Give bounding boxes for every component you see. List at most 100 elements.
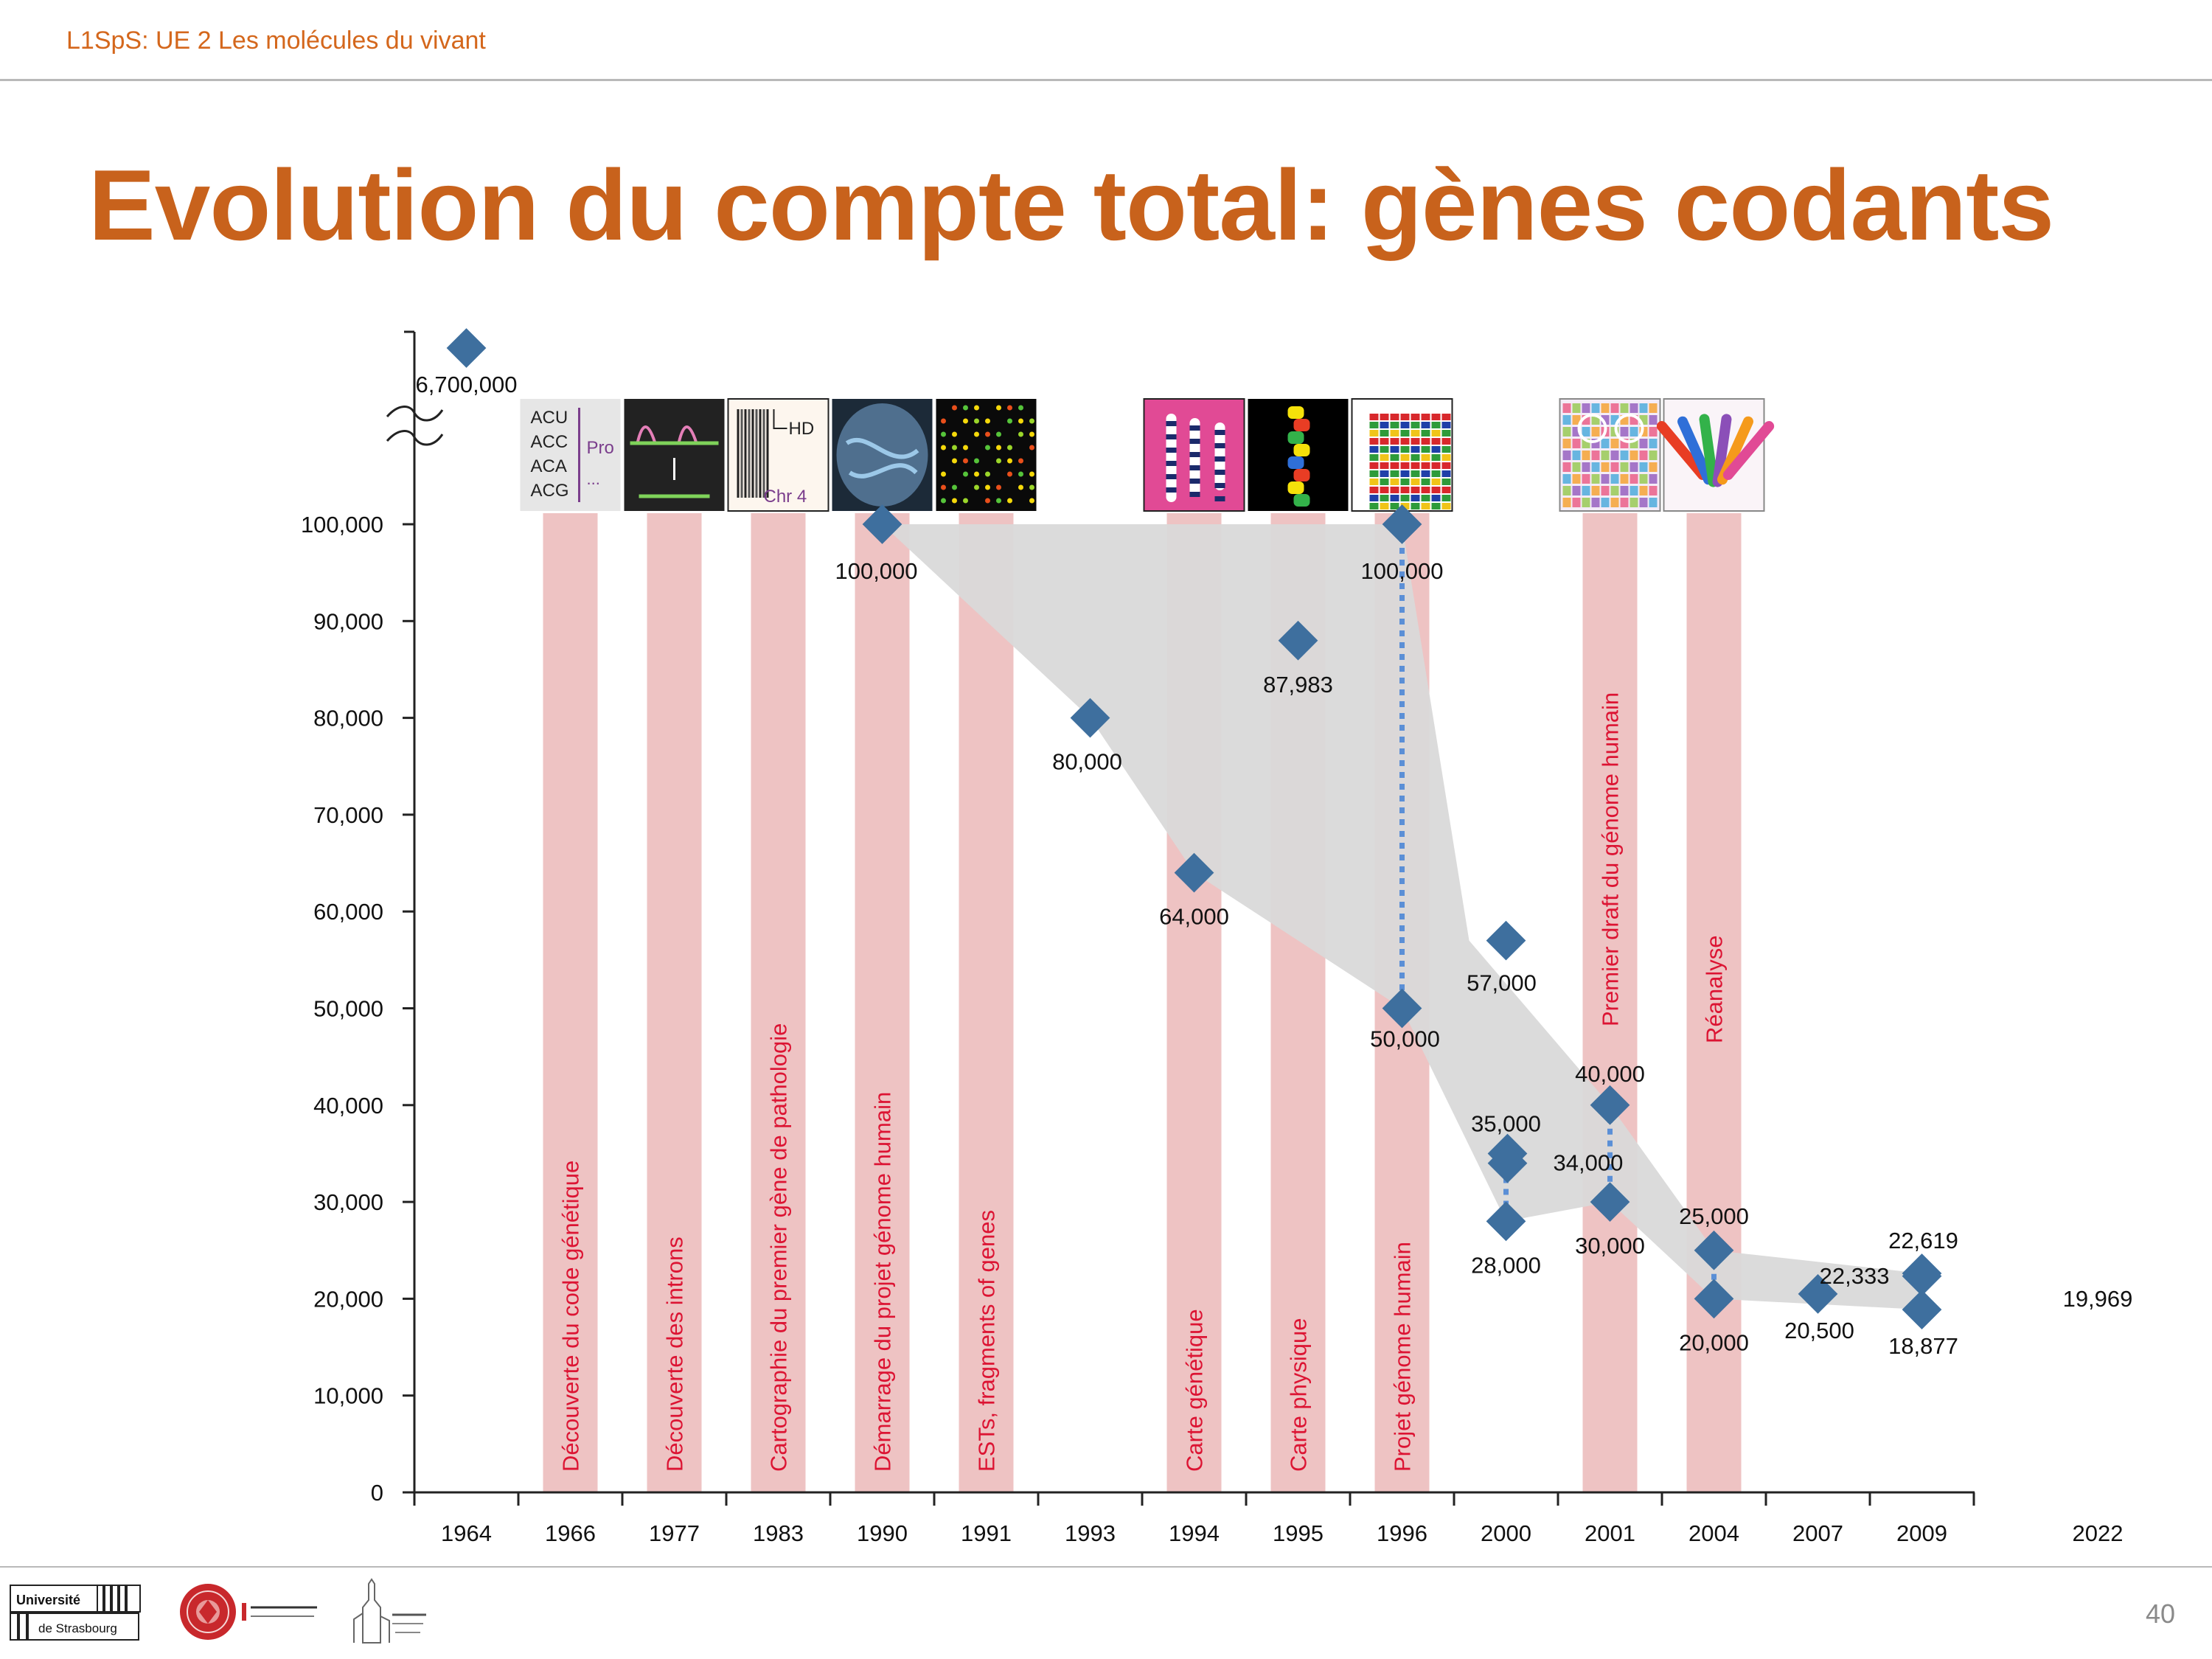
microarray-spot [941, 445, 946, 451]
x-tick-label: 2022 [2073, 1520, 2124, 1546]
letter-mosaic-cell [1649, 462, 1658, 472]
microarray-spot [941, 471, 946, 477]
thumbnail-1990 [832, 399, 933, 511]
event-band [543, 513, 598, 1492]
x-tick-label: 2007 [1792, 1520, 1843, 1546]
sequence-cell [1441, 422, 1451, 428]
microarray-spot [1007, 445, 1012, 451]
sequence-cell [1411, 503, 1420, 509]
chromosome-band [740, 409, 743, 498]
event-band [855, 513, 910, 1492]
letter-mosaic-cell [1649, 451, 1658, 460]
ideogram-band [1214, 456, 1225, 462]
university-logo-bottom: de Strasbourg [38, 1621, 117, 1635]
event-label: Démarrage du projet génome humain [870, 1092, 896, 1472]
x-tick-label: 2000 [1481, 1520, 1531, 1546]
microarray-spot [952, 405, 957, 411]
sequence-cell [1421, 438, 1430, 445]
event-band [647, 513, 702, 1492]
cell-image [836, 403, 928, 507]
microarray-spot [985, 484, 990, 490]
letter-mosaic-cell [1610, 415, 1619, 425]
microarray-spot [963, 418, 968, 424]
sequence-cell [1380, 503, 1389, 509]
letter-mosaic-cell [1591, 415, 1600, 425]
x-tick-label: 1993 [1065, 1520, 1116, 1546]
sequence-cell [1390, 438, 1399, 445]
letter-mosaic-cell [1562, 439, 1571, 448]
letter-mosaic-cell [1572, 462, 1581, 472]
sequence-cell [1380, 495, 1389, 501]
sequence-cell [1431, 495, 1441, 501]
event-band [1582, 513, 1638, 1492]
chromosome-band [766, 409, 769, 498]
sequence-cell [1421, 495, 1430, 501]
microarray-spot [963, 445, 968, 451]
letter-mosaic-cell [1630, 451, 1638, 460]
letter-mosaic-cell [1639, 415, 1648, 425]
microarray-spot [974, 471, 979, 477]
sequence-cell [1421, 414, 1430, 420]
sequence-cell [1380, 470, 1389, 477]
event-band [959, 513, 1014, 1492]
microarray-spot [941, 498, 946, 504]
letter-mosaic-cell [1591, 486, 1600, 495]
sequence-cell [1400, 454, 1410, 461]
sequence-cell [1369, 422, 1379, 428]
sequence-cell [1400, 495, 1410, 501]
sequence-cell [1400, 470, 1410, 477]
microarray-spot [1018, 471, 1023, 477]
microarray-spot [963, 471, 968, 477]
sequence-cell [1380, 446, 1389, 453]
sequence-cell [1441, 454, 1451, 461]
data-point-label: 50,000 [1370, 1026, 1440, 1052]
letter-mosaic-cell [1562, 486, 1571, 495]
letter-mosaic-cell [1649, 498, 1658, 507]
sequence-cell [1431, 470, 1441, 477]
intron-thumbnail [624, 399, 725, 511]
thumbnail-1994 [1143, 398, 1245, 512]
y-tick-label: 50,000 [313, 996, 383, 1022]
x-tick-label: 1991 [961, 1520, 1012, 1546]
event-label: Découverte des introns [662, 1237, 688, 1472]
sequence-cell [1441, 487, 1451, 493]
sequence-cell [1421, 470, 1430, 477]
sequence-cell [1431, 454, 1441, 461]
letter-mosaic-cell [1620, 427, 1629, 437]
thumbnail-2004 [1656, 398, 1775, 512]
letter-mosaic-cell [1630, 439, 1638, 448]
colored-chromosome-segment [1287, 456, 1304, 469]
letter-mosaic-cell [1610, 474, 1619, 484]
thumbnail-1966: ACU ACC ACA ACG Pro... [520, 399, 621, 511]
letter-mosaic-cell [1610, 462, 1619, 472]
y-tick-label: 0 [371, 1480, 383, 1506]
codon-thumbnail [520, 399, 621, 511]
sequence-cell [1421, 503, 1430, 509]
colored-chromosome-segment [1287, 431, 1304, 444]
letter-mosaic-cell [1601, 415, 1610, 425]
chromosome-band [748, 409, 751, 498]
amino-acid-text: Pro [587, 438, 614, 458]
data-point-marker [446, 328, 487, 368]
sequence-cell [1390, 446, 1399, 453]
letter-mosaic-cell [1582, 427, 1590, 437]
event-band [751, 513, 806, 1492]
sequence-cell [1441, 430, 1451, 437]
data-point-label: 80,000 [1052, 749, 1122, 775]
sequence-cell [1400, 422, 1410, 428]
microarray-spot [996, 458, 1001, 464]
microarray-spot [1029, 418, 1034, 424]
y-tick-label: 80,000 [313, 706, 383, 731]
microarray-spot [1029, 445, 1034, 451]
sequence-cell [1380, 462, 1389, 469]
letter-mosaic-cell [1582, 486, 1590, 495]
letter-mosaic-cell [1620, 486, 1629, 495]
letter-mosaic-cell [1572, 439, 1581, 448]
x-tick-label: 1995 [1273, 1520, 1324, 1546]
letter-mosaic-cell [1591, 451, 1600, 460]
sequence-cell [1411, 430, 1420, 437]
letter-mosaic-cell [1601, 451, 1610, 460]
letter-mosaic-cell [1630, 498, 1638, 507]
ideogram-band [1166, 474, 1177, 479]
